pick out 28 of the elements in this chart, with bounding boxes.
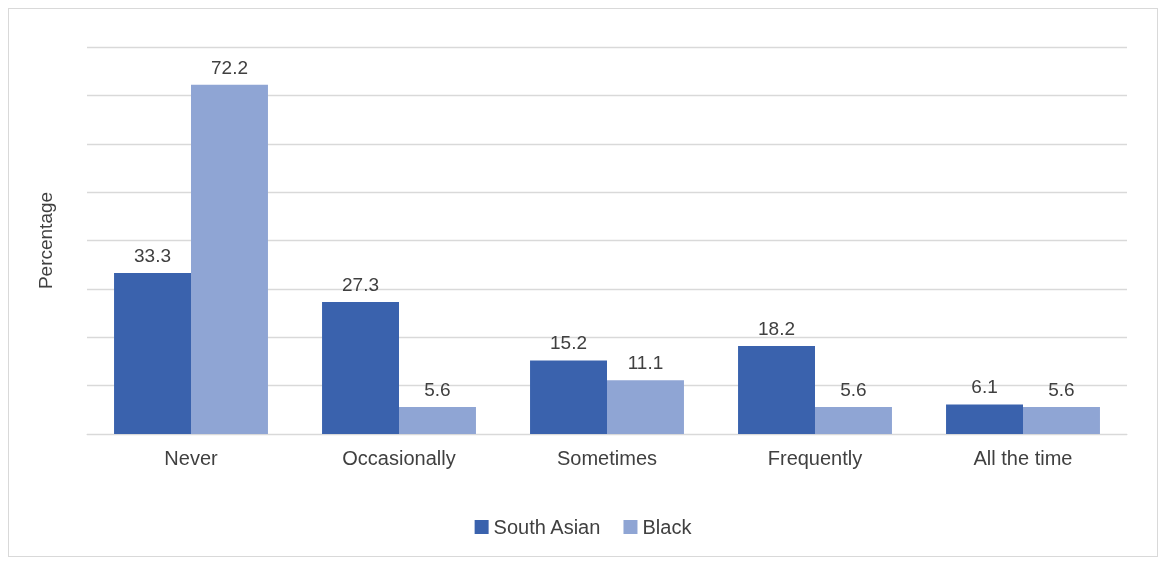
bar xyxy=(530,360,607,434)
bar xyxy=(399,406,476,434)
x-tick-label: Never xyxy=(164,447,219,469)
x-tick-label: Sometimes xyxy=(556,447,658,469)
bar xyxy=(114,272,191,434)
bar xyxy=(1023,406,1100,434)
bar xyxy=(607,380,684,434)
x-tick-label: All the time xyxy=(973,447,1073,469)
data-label: 5.6 xyxy=(840,378,867,400)
data-label: 15.2 xyxy=(550,332,588,354)
x-tick-label: Occasionally xyxy=(342,447,456,469)
data-label: 27.3 xyxy=(342,273,380,295)
bar xyxy=(191,84,268,434)
data-label: 11.1 xyxy=(627,352,664,374)
data-label: 72.2 xyxy=(210,56,248,78)
data-label: 6.1 xyxy=(971,376,998,398)
bar xyxy=(946,404,1023,434)
bar xyxy=(738,345,815,434)
data-label: 5.6 xyxy=(1048,378,1075,400)
data-label: 33.3 xyxy=(134,244,172,266)
legend-label: South Asian xyxy=(493,516,601,538)
x-tick-label: Frequently xyxy=(767,447,863,469)
y-axis-title: Percentage xyxy=(35,191,56,290)
legend-label: Black xyxy=(642,516,693,538)
data-label: 5.6 xyxy=(424,378,451,400)
data-label: 18.2 xyxy=(758,317,796,339)
bar xyxy=(322,301,399,434)
bar xyxy=(815,406,892,434)
